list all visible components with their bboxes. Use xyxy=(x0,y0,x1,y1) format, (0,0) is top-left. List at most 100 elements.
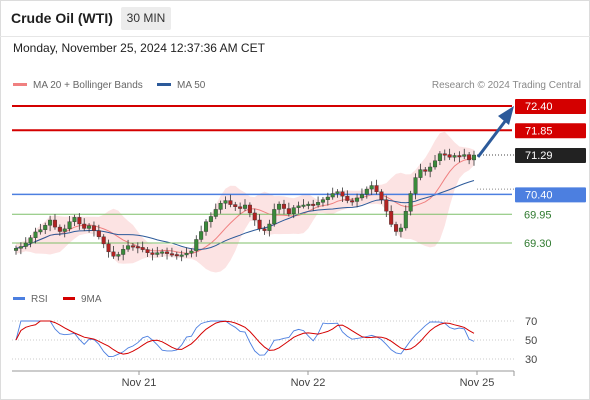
candle-body xyxy=(135,246,140,249)
candle-body xyxy=(247,204,252,214)
level-tag-70-40 xyxy=(515,187,586,203)
legend-ma20: MA 20 + Bollinger Bands xyxy=(13,80,143,91)
candle-body xyxy=(457,155,462,158)
candle-body xyxy=(43,225,48,230)
candle-body xyxy=(174,254,179,257)
candle-body xyxy=(189,250,194,254)
candle-body xyxy=(48,219,53,226)
candle-body xyxy=(106,243,111,253)
level-tag-71-85 xyxy=(515,123,586,139)
forecast-arrow-head xyxy=(498,106,514,125)
instrument-title: Crude Oil (WTI) xyxy=(11,10,113,26)
x-tick-label: Nov 22 xyxy=(291,377,326,389)
rsi-tick-70: 70 xyxy=(525,316,537,328)
candle-body xyxy=(452,155,457,158)
candle-body xyxy=(467,154,472,161)
candle-body xyxy=(52,219,57,228)
candle-body xyxy=(272,209,277,225)
candle-body xyxy=(116,254,121,257)
candle-body xyxy=(199,231,204,240)
candle-body xyxy=(340,191,345,197)
legend-ma50: MA 50 xyxy=(157,80,205,91)
candle-body xyxy=(121,248,126,255)
candle-body xyxy=(447,154,452,158)
level-tag-72-40 xyxy=(515,99,586,114)
candle-body xyxy=(311,203,316,206)
x-tick-label: Nov 21 xyxy=(122,377,157,389)
candle-body xyxy=(398,227,403,232)
candle-body xyxy=(286,208,291,215)
candle-body xyxy=(23,242,28,247)
forecast-arrow-line xyxy=(476,119,508,158)
candle-body xyxy=(238,206,243,209)
ma9-legend-label: 9MA xyxy=(81,294,102,305)
candle-body xyxy=(462,154,467,157)
candle-body xyxy=(77,217,82,225)
candle-body xyxy=(204,221,209,232)
candle-body xyxy=(96,230,101,238)
candle-body xyxy=(194,239,199,252)
candle-body xyxy=(130,245,135,248)
rsi-line xyxy=(15,320,475,357)
candle-body xyxy=(472,154,477,161)
candle-body xyxy=(281,203,286,209)
candle-body xyxy=(218,203,223,210)
candle-body xyxy=(233,204,238,207)
candle-body xyxy=(140,247,145,250)
level-label-69-95: 69.95 xyxy=(524,209,552,221)
candle-body xyxy=(91,225,96,231)
rsi-swatch xyxy=(13,296,25,300)
candle-body xyxy=(150,252,155,255)
current-price-label: 71.29 xyxy=(525,150,553,162)
current-price-tag xyxy=(515,148,586,164)
rsi-tick-50: 50 xyxy=(525,335,537,347)
timeframe-button[interactable]: 30 MIN xyxy=(121,7,171,30)
ma20-label: MA 20 + Bollinger Bands xyxy=(33,80,143,91)
candle-body xyxy=(359,194,364,199)
candle-body xyxy=(223,200,228,204)
candle-body xyxy=(350,200,355,203)
candle-body xyxy=(228,200,233,205)
candle-body xyxy=(428,166,433,172)
candle-body xyxy=(87,225,92,229)
candle-body xyxy=(403,210,408,229)
rsi-legend-label: RSI xyxy=(31,294,48,305)
candle-body xyxy=(379,191,384,200)
candle-body xyxy=(418,169,423,178)
candle-body xyxy=(433,160,438,168)
candle-body xyxy=(82,223,87,229)
candle-body xyxy=(335,191,340,194)
candle-body xyxy=(355,197,360,202)
candle-body xyxy=(169,253,174,256)
candle-body xyxy=(325,196,330,200)
candle-body xyxy=(301,204,306,207)
candle-body xyxy=(374,185,379,192)
candle-body xyxy=(442,153,447,156)
level-label-70-40: 70.40 xyxy=(525,189,553,201)
candle-body xyxy=(38,229,43,233)
candle-body xyxy=(277,203,282,210)
header-bar: Crude Oil (WTI) 30 MIN xyxy=(0,0,590,37)
rsi-tick-30: 30 xyxy=(525,354,537,366)
candle-body xyxy=(408,193,413,212)
candle-body xyxy=(389,210,394,225)
candle-body xyxy=(33,231,38,238)
candle-body xyxy=(165,251,170,254)
candle-body xyxy=(437,153,442,162)
candle-body xyxy=(213,209,218,217)
candle-body xyxy=(111,251,116,257)
candle-body xyxy=(364,188,369,195)
rsi-ma-line xyxy=(15,320,475,355)
candle-body xyxy=(291,207,296,215)
candle-body xyxy=(306,203,311,206)
candle-body xyxy=(184,252,189,256)
legend-9ma: 9MA xyxy=(63,294,102,305)
candle-body xyxy=(296,205,301,208)
candle-body xyxy=(257,219,262,230)
level-label-71-85: 71.85 xyxy=(525,125,553,137)
ma50-swatch xyxy=(157,82,171,86)
datetime-label: Monday, November 25, 2024 12:37:36 AM CE… xyxy=(13,41,265,55)
candle-body xyxy=(384,199,389,212)
candle-body xyxy=(126,245,131,250)
